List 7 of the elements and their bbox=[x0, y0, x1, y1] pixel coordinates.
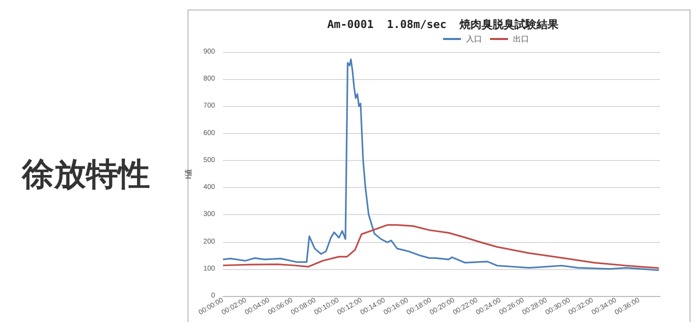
chart-title: Am-0001 1.08m/sec 焼肉臭脱臭試験結果 bbox=[327, 18, 560, 31]
legend-label: 出口 bbox=[513, 34, 529, 44]
line-series bbox=[222, 224, 660, 269]
legend-label: 入口 bbox=[466, 34, 482, 44]
line-series bbox=[222, 58, 660, 272]
y-axis-title: I値 bbox=[184, 168, 193, 180]
text: 徐放特性 bbox=[21, 155, 150, 193]
